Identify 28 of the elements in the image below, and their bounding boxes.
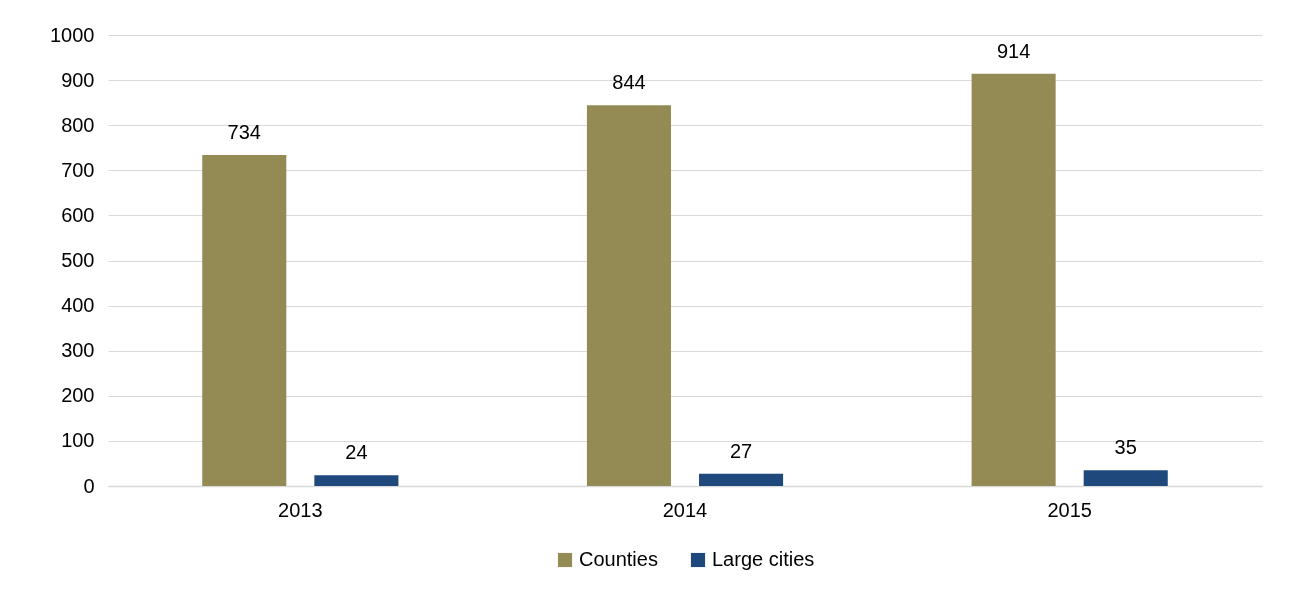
y-tick-label: 600 [61,203,95,226]
data-label: 844 [612,71,646,94]
bar [586,105,671,486]
y-tick-label: 700 [61,158,95,181]
data-label: 914 [996,39,1031,62]
y-tick-label: 400 [61,294,95,317]
y-tick-label: 200 [61,384,95,407]
bar [699,473,784,486]
data-label: 27 [729,439,753,462]
data-label: 24 [345,441,368,464]
x-tick-label: 2014 [662,498,708,521]
y-tick-label: 100 [61,429,95,452]
x-tick-label: 2015 [1047,498,1092,521]
y-tick-label: 800 [61,113,95,136]
data-label: 734 [227,120,261,143]
bar [1083,470,1168,486]
y-tick-label: 0 [83,474,95,497]
y-tick-label: 500 [61,249,95,271]
x-tick-label: 2013 [278,498,323,521]
legend-label: Large cities [712,548,815,570]
legend-label: Counties [579,548,658,570]
y-tick-label: 900 [61,68,95,91]
bar [202,154,287,486]
y-tick-label: 1000 [50,23,95,46]
y-tick-label: 300 [61,339,95,362]
bar [971,73,1056,486]
bar [314,475,399,486]
data-label: 35 [1114,436,1137,459]
